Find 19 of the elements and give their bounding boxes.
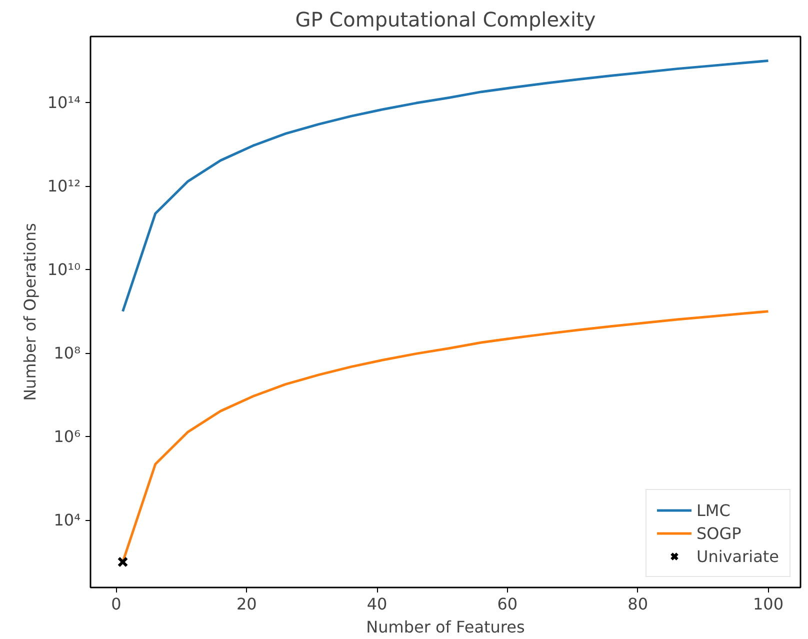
y-axis-title: Number of Operations [20,223,40,401]
x-tick-label: 60 [497,594,518,614]
legend-label: SOGP [696,524,742,542]
x-tick-label: 0 [111,594,122,614]
y-tick-label: 10¹⁴ [47,92,80,112]
y-tick-label: 10⁴ [54,510,81,530]
x-axis-title: Number of Features [366,618,525,636]
y-tick-label: 10¹⁰ [47,260,80,280]
line-series [122,59,770,313]
y-tick-label: 10⁸ [54,344,81,363]
y-tick-label: 10¹² [47,176,80,196]
x-tick-label: 100 [752,594,784,614]
legend-label: LMC [696,500,730,520]
x-tick-label: 40 [366,594,388,614]
x-tick-label: 20 [236,594,257,614]
legend-label: Univariate [696,546,779,566]
x-tick-label: 80 [628,594,648,614]
chart-title: GP Computational Complexity [295,8,596,32]
y-tick-label: 10⁶ [54,427,81,446]
